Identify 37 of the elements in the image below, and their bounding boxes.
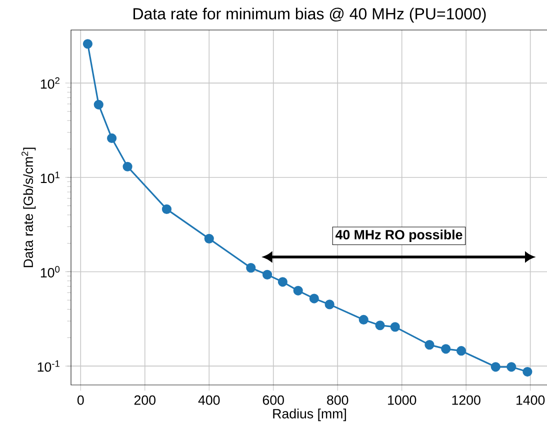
point <box>94 100 104 110</box>
y-tick-label: 10$^{0}$ <box>40 266 60 278</box>
x-tick-label: 600 <box>262 395 284 405</box>
x-tick-label: 1400 <box>516 395 545 405</box>
point <box>278 277 288 287</box>
x-tick-label: 400 <box>198 395 220 405</box>
point <box>262 270 272 280</box>
point <box>456 346 466 356</box>
point <box>424 340 434 350</box>
point <box>506 362 516 372</box>
x-axis-title: Radius [mm] <box>273 408 346 422</box>
x-tick-label: 1200 <box>452 395 480 405</box>
x-tick-label: 800 <box>327 395 348 405</box>
point <box>441 344 451 354</box>
point <box>246 263 256 273</box>
annotation: 40 MHz RO possible <box>335 230 462 242</box>
point <box>204 234 214 244</box>
x-tick-label: 200 <box>134 395 156 405</box>
y-tick-label: 10$^{-1}$ <box>38 360 60 372</box>
x-tick-label: 0 <box>77 395 84 405</box>
point <box>122 162 132 172</box>
point <box>106 133 117 144</box>
point <box>293 286 303 296</box>
point <box>162 204 172 214</box>
point <box>375 320 385 330</box>
point <box>309 294 319 304</box>
point <box>522 366 532 377</box>
y-tick-label: 10$^{1}$ <box>40 172 60 184</box>
y-tick-label: 10$^{2}$ <box>40 77 60 89</box>
y-axis-title: Data rate [Gb/s/cm$^{2}$] <box>22 148 36 268</box>
point <box>324 300 334 310</box>
point <box>490 362 500 372</box>
point <box>390 322 400 332</box>
chart-title: Data rate for minimum bias @ 40 MHz (PU=1000) <box>134 8 486 23</box>
point <box>82 39 92 49</box>
x-tick-label: 1000 <box>388 395 416 405</box>
point <box>358 314 368 325</box>
